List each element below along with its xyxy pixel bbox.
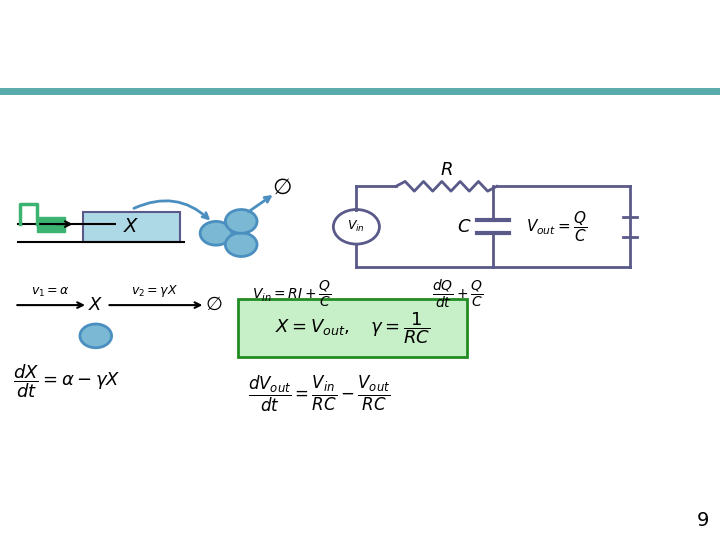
Text: 9: 9 — [697, 511, 709, 530]
Circle shape — [225, 210, 257, 233]
Text: $R$: $R$ — [440, 161, 453, 179]
Circle shape — [80, 324, 112, 348]
Text: $X$: $X$ — [123, 218, 140, 236]
Bar — [37, 217, 65, 232]
Circle shape — [200, 221, 232, 245]
Text: $\dfrac{dX}{dt} = \alpha - \gamma X$: $\dfrac{dX}{dt} = \alpha - \gamma X$ — [13, 362, 120, 400]
Text: $\varnothing$: $\varnothing$ — [205, 296, 222, 314]
Text: $V_{out} = \dfrac{Q}{C}$: $V_{out} = \dfrac{Q}{C}$ — [526, 210, 587, 244]
Text: $v_1=\alpha$: $v_1=\alpha$ — [31, 286, 70, 299]
Text: $X = V_{out}, \quad \gamma = \dfrac{1}{RC}$: $X = V_{out}, \quad \gamma = \dfrac{1}{R… — [275, 310, 431, 346]
FancyBboxPatch shape — [238, 299, 467, 357]
Text: $\varnothing$: $\varnothing$ — [272, 177, 292, 199]
Text: Module Interface Process: Module Interface Process — [22, 24, 438, 52]
Text: $\dfrac{dV_{out}}{dt} = \dfrac{V_{in}}{RC} - \dfrac{V_{out}}{RC}$: $\dfrac{dV_{out}}{dt} = \dfrac{V_{in}}{R… — [248, 374, 391, 414]
Text: $v_2=\gamma X$: $v_2=\gamma X$ — [131, 282, 179, 299]
Text: without a Downstream Module: without a Downstream Module — [22, 60, 526, 88]
Circle shape — [333, 210, 379, 244]
Text: $C$: $C$ — [457, 218, 472, 236]
Bar — [83, 212, 180, 242]
Circle shape — [225, 233, 257, 256]
Text: $\dfrac{dQ}{dt} + \dfrac{Q}{C}$: $\dfrac{dQ}{dt} + \dfrac{Q}{C}$ — [432, 278, 483, 310]
Text: $X$: $X$ — [88, 296, 104, 314]
Text: $V_{in}$: $V_{in}$ — [348, 219, 365, 234]
Text: $V_{in} = RI + \dfrac{Q}{C}$: $V_{in} = RI + \dfrac{Q}{C}$ — [252, 279, 331, 309]
